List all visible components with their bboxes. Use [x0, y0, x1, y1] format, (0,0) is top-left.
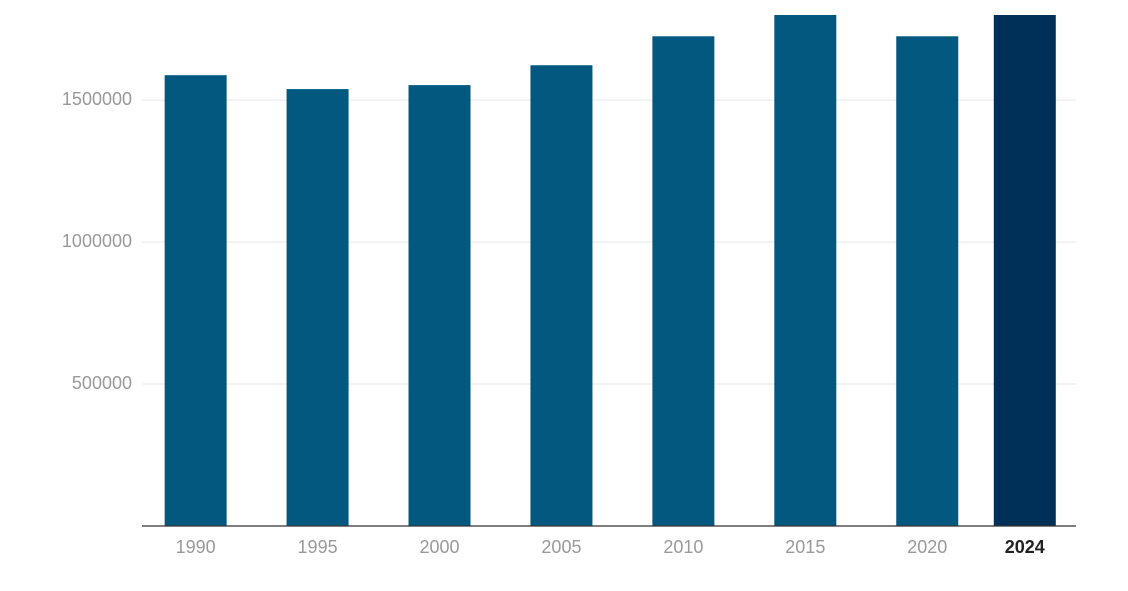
y-tick-label: 500000 — [72, 373, 132, 393]
bar — [286, 89, 349, 526]
x-tick-label: 2020 — [907, 537, 947, 557]
x-tick-label: 1995 — [298, 537, 338, 557]
x-tick-label: 2015 — [785, 537, 825, 557]
bar — [408, 85, 471, 527]
y-tick-label: 1500000 — [62, 89, 132, 109]
bar — [164, 75, 227, 526]
y-tick-label: 1000000 — [62, 231, 132, 251]
bar — [530, 65, 593, 526]
bar — [993, 15, 1056, 526]
x-tick-label: 2005 — [541, 537, 581, 557]
x-tick-label: 1990 — [176, 537, 216, 557]
x-tick-label: 2024 — [1005, 537, 1045, 557]
x-tick-label: 2000 — [419, 537, 459, 557]
bar — [652, 36, 715, 527]
bar — [774, 15, 837, 526]
x-tick-label: 2010 — [663, 537, 703, 557]
bar — [896, 36, 959, 527]
